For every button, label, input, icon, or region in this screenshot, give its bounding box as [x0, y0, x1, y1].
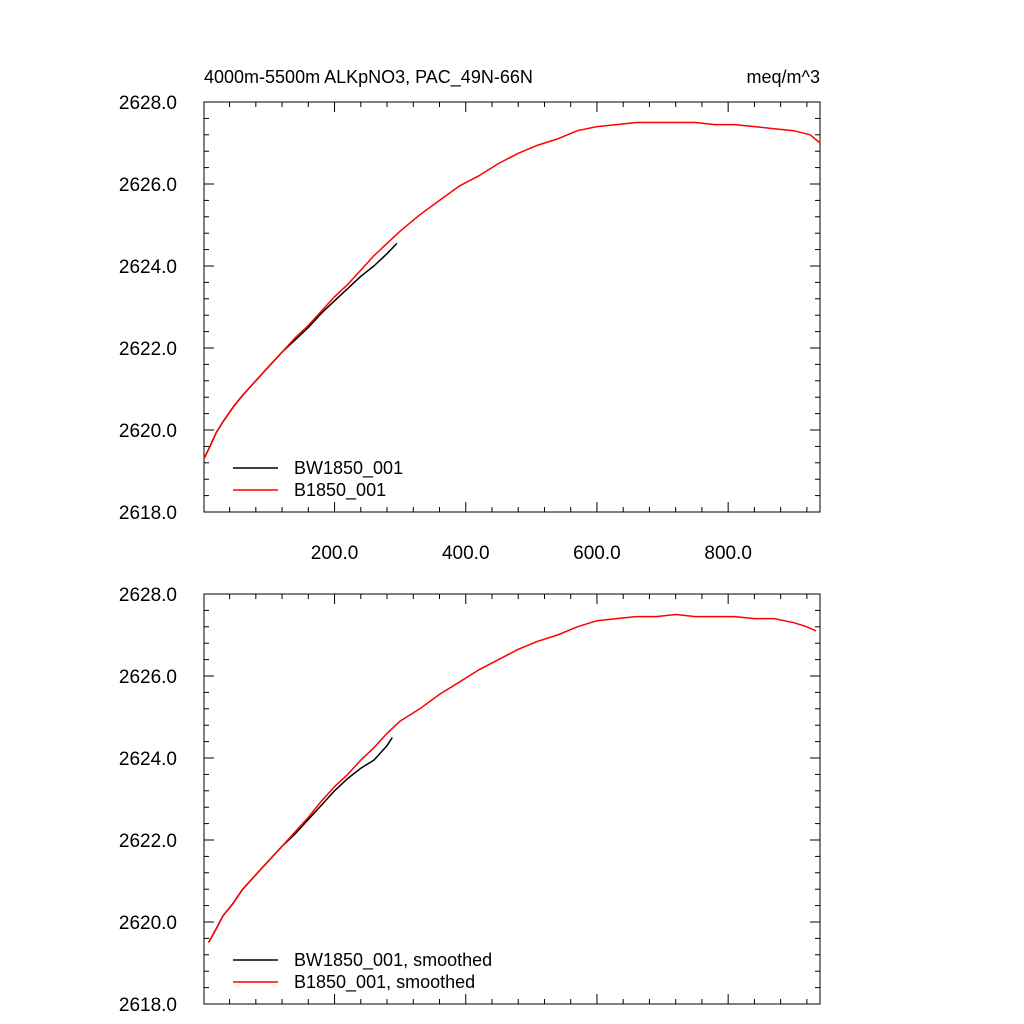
y-tick-label: 2622.0 [119, 831, 177, 852]
y-tick-label: 2618.0 [119, 503, 177, 524]
y-tick-label: 2620.0 [119, 421, 177, 442]
legend-label: BW1850_001 [294, 458, 403, 479]
top-panel: 2618.0 2620.0 2622.0 2624.0 2626.0 2628.0 200.… [119, 93, 821, 564]
y-tick-label: 2626.0 [119, 175, 177, 196]
y-tick-label: 2628.0 [119, 585, 177, 606]
legend-label: B1850_001 [294, 480, 386, 501]
y-tick-label: 2620.0 [119, 913, 177, 934]
legend-label: B1850_001, smoothed [294, 972, 475, 993]
series-line-b1850 [203, 121, 821, 460]
bottom-panel: 2618.0 2620.0 2622.0 2624.0 2626.0 2628.0 BW18… [119, 585, 821, 1016]
legend-label: BW1850_001, smoothed [294, 950, 492, 971]
x-tick-label: 400.0 [442, 543, 490, 564]
series-line-bw1850 [207, 737, 393, 943]
chart-units-label: meq/m^3 [747, 67, 820, 87]
y-tick-label: 2618.0 [119, 995, 177, 1016]
series-line-b1850 [207, 613, 817, 943]
y-tick-label: 2622.0 [119, 339, 177, 360]
chart-left-title: 4000m-5500m ALKpNO3, PAC_49N-66N [204, 67, 533, 88]
y-tick-label: 2626.0 [119, 667, 177, 688]
series-line-bw1850 [203, 242, 398, 460]
plot-frame [203, 101, 821, 513]
x-tick-label: 600.0 [573, 543, 621, 564]
y-tick-label: 2628.0 [119, 93, 177, 114]
y-tick-label: 2624.0 [119, 257, 177, 278]
x-tick-label: 200.0 [311, 543, 359, 564]
y-tick-label: 2624.0 [119, 749, 177, 770]
plot-frame [203, 593, 821, 1005]
x-tick-label: 800.0 [704, 543, 752, 564]
